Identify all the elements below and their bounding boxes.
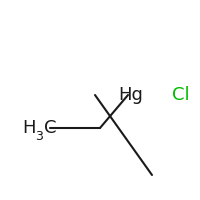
Text: H: H [22,119,36,137]
Text: C: C [44,119,57,137]
Text: Hg: Hg [118,86,143,104]
Text: 3: 3 [35,130,43,144]
Text: Cl: Cl [172,86,190,104]
